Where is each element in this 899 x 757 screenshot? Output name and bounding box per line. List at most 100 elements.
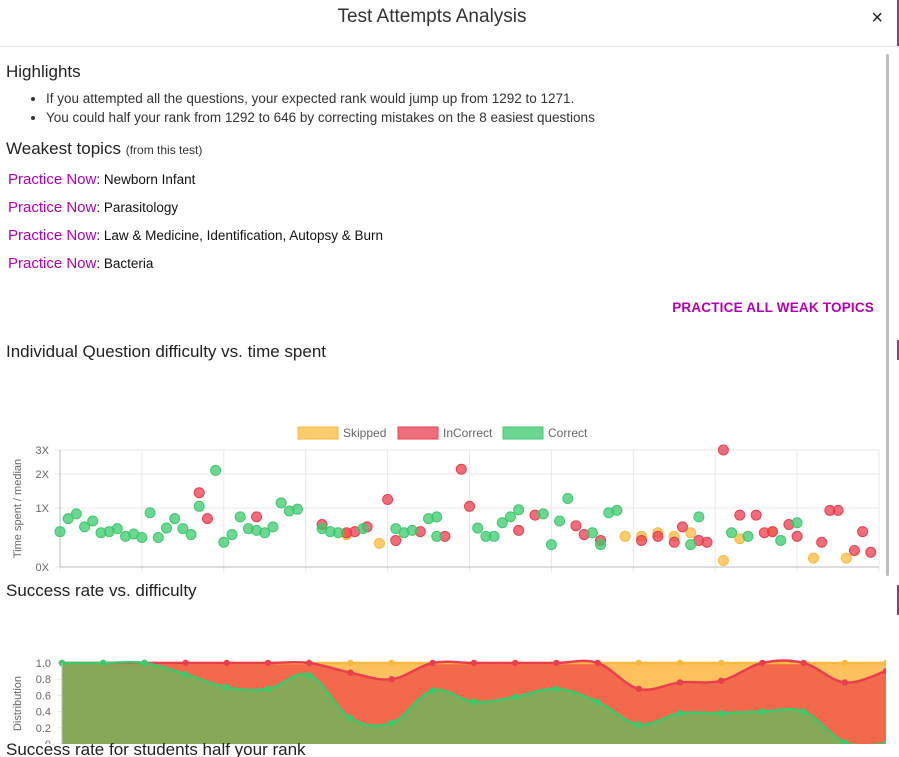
scatter-point-correct	[791, 517, 803, 529]
y-axis-label: Distribution	[12, 676, 24, 731]
series-point-correct	[306, 671, 313, 679]
scatter-point-correct	[87, 515, 99, 527]
y-tick-label: 2X	[36, 469, 50, 481]
series-point-incorrect	[429, 659, 436, 667]
scatter-point-skipped	[717, 555, 729, 567]
series-point-correct	[635, 721, 642, 728]
scrollbar[interactable]	[886, 54, 889, 576]
scatter-point-correct	[177, 523, 189, 535]
modal-body: Highlights If you attempted all the ques…	[0, 47, 886, 757]
scatter-point-incorrect	[570, 520, 582, 532]
series-point-correct	[594, 698, 601, 706]
scatter-point-incorrect	[734, 509, 746, 521]
scatter-point-incorrect	[635, 534, 647, 546]
practice-now-link[interactable]: Practice Now	[8, 227, 97, 244]
scatter-point-correct	[554, 515, 566, 527]
legend-label: InCorrect	[443, 426, 493, 440]
scatter-point-skipped	[685, 527, 697, 539]
scatter-point-correct	[586, 527, 598, 539]
colon-separator: :	[96, 228, 104, 243]
scatter-point-correct	[275, 497, 287, 509]
scatter-point-incorrect	[676, 521, 688, 533]
series-point-correct	[759, 708, 766, 715]
close-icon[interactable]: ×	[871, 7, 883, 29]
scatter-point-skipped	[807, 552, 819, 564]
practice-now-link[interactable]: Practice Now	[8, 255, 97, 272]
scatter-point-correct	[431, 511, 443, 523]
series-point-incorrect	[223, 659, 230, 667]
y-tick-label: 0X	[36, 562, 50, 573]
series-point-correct	[512, 693, 519, 701]
scatter-point-incorrect	[513, 524, 525, 536]
weakest-topics-title: Weakest topics (from this test)	[6, 139, 202, 159]
scatter-point-correct	[79, 521, 91, 533]
scatter-point-incorrect	[390, 534, 402, 546]
scatter-point-correct	[111, 523, 123, 535]
scatter-point-incorrect	[865, 546, 877, 558]
series-point-correct	[141, 659, 148, 667]
scatter-point-incorrect	[857, 526, 869, 538]
series-point-incorrect	[347, 669, 354, 676]
scatter-point-incorrect	[464, 500, 475, 512]
weakest-topics-subtitle: (from this test)	[125, 143, 203, 157]
series-point-skipped	[347, 659, 354, 667]
colon-separator: :	[96, 256, 104, 271]
y-tick-label: 1.0	[36, 658, 51, 670]
series-point-incorrect	[594, 659, 601, 667]
y-axis-label: Time spent / median	[12, 459, 24, 558]
series-point-incorrect	[470, 659, 478, 667]
series-point-skipped	[676, 659, 684, 667]
series-point-correct	[841, 739, 848, 744]
series-point-incorrect	[800, 659, 807, 667]
series-point-correct	[800, 708, 807, 715]
practice-now-link[interactable]: Practice Now	[8, 199, 97, 216]
topic-name: Bacteria	[103, 256, 154, 271]
next-section-title: Success rate for students half your rank	[6, 740, 306, 757]
series-point-incorrect	[635, 685, 642, 693]
legend-label: Skipped	[343, 426, 386, 440]
practice-now-link[interactable]: Practice Now	[8, 171, 97, 188]
scatter-point-incorrect	[750, 509, 762, 521]
highlight-item: If you attempted all the questions, your…	[46, 91, 595, 106]
series-point-correct	[470, 698, 478, 706]
series-point-correct	[182, 671, 189, 678]
modal-title: Test Attempts Analysis	[337, 6, 527, 27]
scatter-point-incorrect	[193, 487, 205, 499]
legend-label: Correct	[548, 426, 588, 440]
scatter-point-incorrect	[652, 530, 664, 542]
series-point-correct	[718, 710, 725, 717]
series-point-skipped	[718, 659, 725, 667]
weakest-topics-heading: Weakest topics	[6, 139, 121, 158]
scatter-point-correct	[504, 511, 516, 523]
y-tick-label: 0.6	[36, 690, 51, 702]
topic-row: Practice Now: Newborn Infant	[8, 171, 195, 188]
scatter-point-correct	[292, 503, 304, 515]
legend-swatch	[297, 426, 339, 440]
scatter-point-correct	[488, 530, 500, 542]
series-point-incorrect	[759, 659, 766, 667]
scatter-point-correct	[62, 513, 74, 525]
topic-name: Newborn Infant	[103, 172, 196, 187]
colon-separator: :	[96, 172, 104, 187]
series-point-correct	[264, 685, 272, 693]
practice-all-weak-topics-button[interactable]: PRACTICE ALL WEAK TOPICS	[672, 300, 874, 315]
scatter-point-incorrect	[251, 511, 263, 523]
topic-row: Practice Now: Law & Medicine, Identifica…	[8, 227, 383, 244]
header-divider	[0, 46, 899, 47]
scatter-point-correct	[545, 539, 557, 551]
series-point-incorrect	[512, 659, 519, 667]
topic-row: Practice Now: Parasitology	[8, 199, 178, 216]
scatter-point-correct	[537, 508, 549, 520]
scatter-point-correct	[693, 511, 705, 523]
scatter-point-incorrect	[791, 530, 803, 542]
scatter-point-incorrect	[668, 536, 680, 548]
scatter-point-incorrect	[201, 513, 213, 525]
series-point-incorrect	[676, 679, 684, 686]
series-point-correct	[882, 740, 886, 744]
scatter-point-incorrect	[717, 444, 729, 456]
series-point-skipped	[841, 659, 848, 667]
series-point-incorrect	[841, 679, 848, 686]
scatter-point-incorrect	[701, 536, 713, 548]
series-point-incorrect	[388, 676, 395, 683]
y-tick-label: 1X	[36, 503, 50, 515]
